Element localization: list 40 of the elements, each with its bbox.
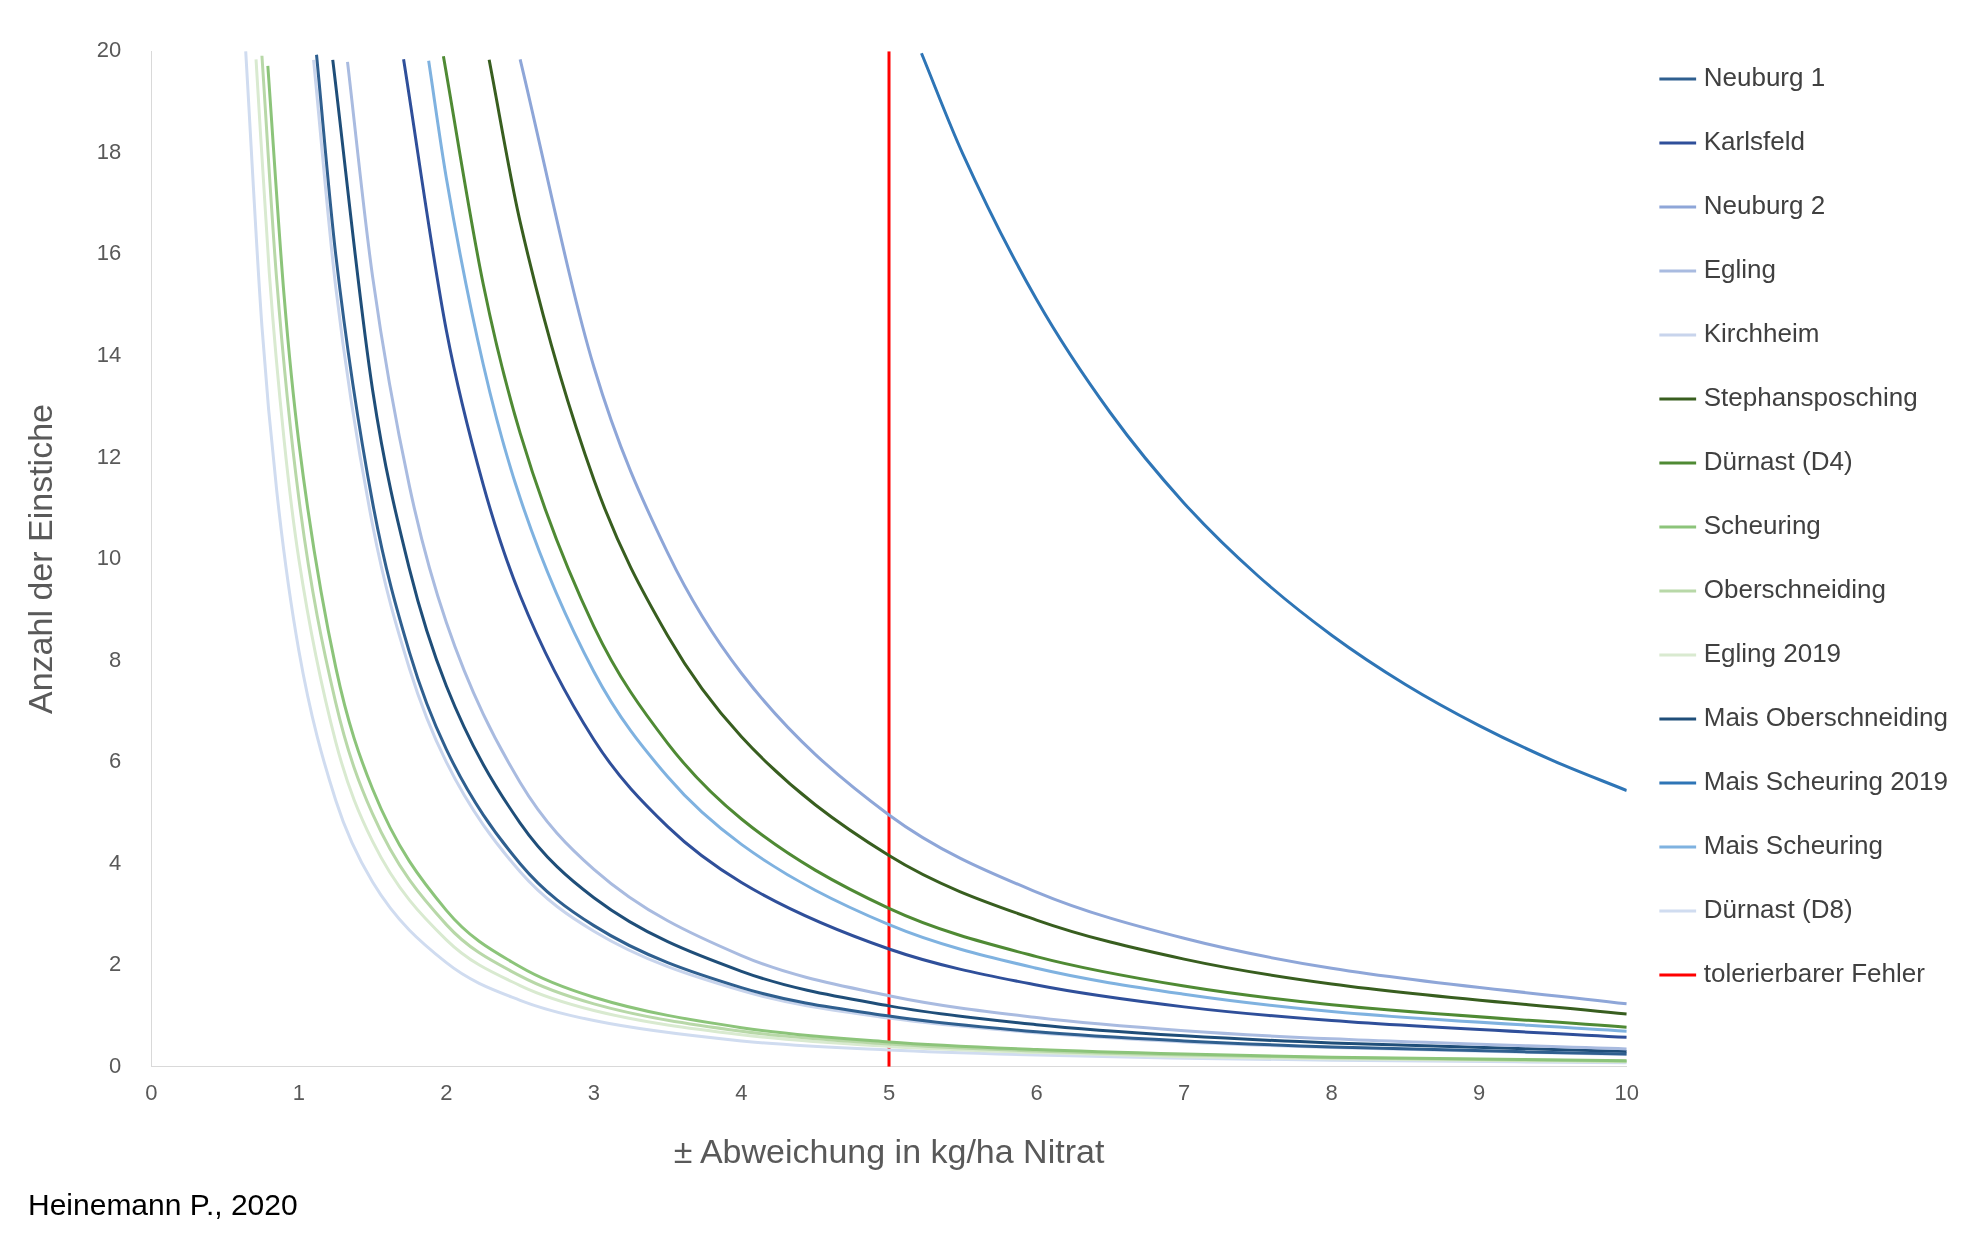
y-tick-label: 8 [109,646,122,672]
legend-label: Oberschneiding [1703,574,1886,605]
x-tick-label: 9 [1473,1080,1486,1106]
legend-label: Mais Scheuring [1703,830,1883,861]
legend-label: Neuburg 1 [1703,62,1826,93]
legend-label: Egling 2019 [1703,638,1842,669]
y-tick-label: 4 [109,849,122,875]
y-tick-label: 12 [96,443,122,469]
legend-label: Kirchheim [1703,318,1820,349]
x-tick-label: 5 [882,1080,896,1106]
legend-label: Dürnast (D4) [1703,446,1853,477]
legend-label: Karlsfeld [1703,126,1805,157]
x-tick-label: 8 [1325,1080,1338,1106]
x-tick-label: 3 [587,1080,601,1106]
y-axis-title: Anzahl der Einstiche [20,404,59,714]
x-tick-label: 6 [1030,1080,1043,1106]
x-tick-label: 10 [1614,1080,1639,1106]
y-tick-label: 2 [109,951,122,977]
x-axis-title: ± Abweichung in kg/ha Nitrat [673,1131,1105,1170]
y-tick-label: 20 [96,37,122,63]
y-tick-label: 16 [96,240,122,266]
y-tick-label: 14 [96,341,122,367]
x-tick-label: 2 [440,1080,453,1106]
x-tick-label: 7 [1177,1080,1191,1106]
y-tick-label: 10 [96,545,122,571]
legend-label: Dürnast (D8) [1703,894,1853,925]
y-tick-label: 0 [109,1052,122,1078]
legend-label: tolerierbarer Fehler [1703,958,1926,989]
legend-label: Egling [1703,254,1777,285]
legend-label: Stephansposching [1703,382,1918,413]
y-tick-label: 6 [109,748,122,774]
legend-label: Mais Scheuring 2019 [1703,766,1949,797]
text: Heinemann P., 2020 [28,1188,299,1222]
legend-label: Scheuring [1703,510,1821,541]
x-tick-label: 0 [145,1080,158,1106]
legend-label: Mais Oberschneiding [1703,702,1948,733]
x-tick-label: 4 [735,1080,748,1106]
legend-label: Neuburg 2 [1703,190,1826,221]
x-tick-label: 1 [292,1080,305,1106]
y-tick-label: 18 [96,138,122,164]
